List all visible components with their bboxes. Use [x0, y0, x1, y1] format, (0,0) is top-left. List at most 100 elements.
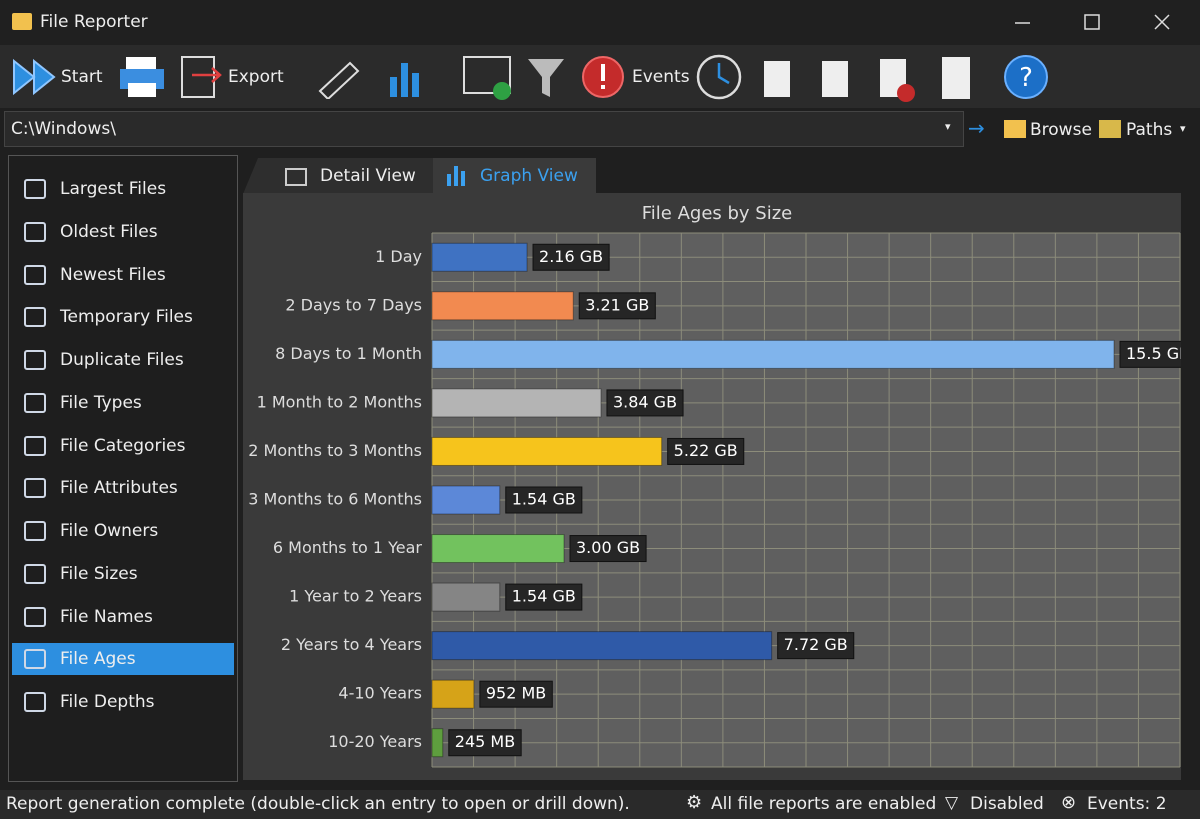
tab-label: Graph View: [480, 166, 578, 186]
value-label: 5.22 GB: [674, 441, 738, 460]
tab-detail[interactable]: Detail View: [243, 158, 433, 194]
reports-status[interactable]: All file reports are enabled: [711, 794, 937, 814]
window-title: File Reporter: [40, 12, 148, 32]
report-item[interactable]: Largest Files: [12, 173, 234, 205]
path-combobox[interactable]: C:\Windows\ ▾: [4, 111, 964, 147]
export-button[interactable]: Export: [228, 67, 284, 87]
paths-button[interactable]: Paths: [1126, 120, 1173, 140]
value-label-box: [578, 292, 656, 320]
value-label: 952 MB: [486, 684, 546, 703]
report-icon: [24, 264, 46, 285]
report-item[interactable]: Duplicate Files: [12, 344, 234, 376]
report-item[interactable]: File Depths: [12, 686, 234, 718]
view-filter-icons[interactable]: [462, 53, 582, 101]
report-label: File Names: [60, 606, 153, 627]
svg-text:?: ?: [1019, 63, 1033, 93]
status-message: Report generation complete (double-click…: [6, 794, 630, 814]
report-label: Oldest Files: [60, 221, 158, 242]
filter-status[interactable]: Disabled: [970, 794, 1044, 814]
report-item[interactable]: File Categories: [12, 430, 234, 462]
clock-icon[interactable]: [695, 53, 745, 101]
report-icon: [24, 435, 46, 456]
category-label: 3 Months to 6 Months: [248, 490, 422, 509]
gear-icon: ⚙: [686, 792, 703, 813]
value-label: 3.84 GB: [613, 392, 677, 411]
category-label: 2 Days to 7 Days: [285, 295, 422, 314]
value-label-box: [1119, 340, 1181, 368]
value-label-box: [505, 486, 583, 514]
report-icon: [24, 606, 46, 627]
paths-dropdown[interactable]: ▾: [1180, 122, 1186, 135]
report-icon: [24, 221, 46, 242]
filter-icon: ▽: [945, 793, 959, 813]
report-item[interactable]: File Types: [12, 387, 234, 419]
report-list: Largest Files Oldest Files Newest Files Tem…: [8, 155, 238, 782]
tab-label: Detail View: [320, 166, 416, 186]
category-label: 8 Days to 1 Month: [275, 344, 422, 363]
bar: [431, 436, 663, 466]
bar: [431, 339, 1115, 369]
events-status-icon: ⊗: [1061, 792, 1077, 813]
start-button[interactable]: Start: [61, 67, 103, 87]
dropdown-arrow[interactable]: ▾: [945, 120, 951, 133]
start-icon[interactable]: [12, 57, 58, 97]
category-label: 10-20 Years: [328, 732, 422, 751]
report-item[interactable]: File Sizes: [12, 558, 234, 590]
browse-icon: [1004, 120, 1026, 138]
help-icon[interactable]: ?: [1003, 53, 1051, 101]
chart: File Ages by Size 1 Day 2.16 GB 2 Days to 7…: [243, 193, 1181, 780]
value-label: 1.54 GB: [512, 490, 576, 509]
report-label: File Owners: [60, 521, 159, 541]
report-label: File Types: [60, 392, 142, 413]
report-label: Newest Files: [60, 264, 166, 285]
path-text: C:\Windows\: [11, 119, 116, 139]
size-graph-icons[interactable]: [318, 59, 438, 99]
app-icon: [12, 13, 32, 30]
report-item[interactable]: Temporary Files: [12, 301, 234, 333]
report-item[interactable]: File Ages: [12, 643, 234, 676]
report-item[interactable]: Oldest Files: [12, 216, 234, 248]
events-button[interactable]: Events: [632, 67, 690, 87]
events-icon[interactable]: [580, 55, 628, 101]
report-label: Temporary Files: [60, 307, 193, 328]
print-icon[interactable]: [118, 53, 168, 101]
file-action-icons[interactable]: [760, 53, 985, 103]
go-arrow[interactable]: →: [968, 116, 985, 140]
value-label: 3.21 GB: [585, 295, 649, 314]
detail-icon: [285, 168, 307, 186]
category-label: 1 Day: [375, 247, 422, 266]
value-label-box: [479, 680, 553, 708]
browse-button[interactable]: Browse: [1030, 120, 1092, 140]
report-label: File Ages: [60, 649, 136, 670]
value-label-box: [606, 389, 684, 417]
toolbar: Start Export Events ?: [0, 45, 1200, 108]
report-icon: [24, 692, 46, 712]
bar: [431, 291, 574, 321]
report-item[interactable]: File Names: [12, 601, 234, 633]
bar: [431, 485, 501, 515]
report-item[interactable]: File Attributes: [12, 472, 234, 504]
value-label-box: [569, 535, 647, 563]
paths-icon: [1099, 120, 1121, 138]
report-label: File Depths: [60, 692, 155, 712]
bar: [431, 534, 565, 564]
value-label-box: [667, 437, 745, 465]
category-label: 1 Year to 2 Years: [289, 587, 422, 606]
report-icon: [24, 478, 46, 499]
value-label-box: [777, 632, 855, 660]
category-label: 2 Years to 4 Years: [281, 635, 422, 654]
report-icon: [24, 649, 46, 670]
category-label: 4-10 Years: [338, 684, 422, 703]
window-controls[interactable]: [1000, 10, 1190, 36]
tab-graph[interactable]: Graph View: [433, 158, 596, 194]
report-icon: [24, 392, 46, 413]
report-item[interactable]: Newest Files: [12, 259, 234, 291]
value-label-box: [448, 729, 522, 757]
report-item[interactable]: File Owners: [12, 515, 234, 547]
events-status[interactable]: Events: 2: [1087, 794, 1167, 814]
report-label: File Categories: [60, 435, 186, 456]
status-bar: Report generation complete (double-click…: [0, 790, 1200, 819]
graph-icon: [447, 166, 465, 186]
export-icon[interactable]: [178, 53, 224, 101]
